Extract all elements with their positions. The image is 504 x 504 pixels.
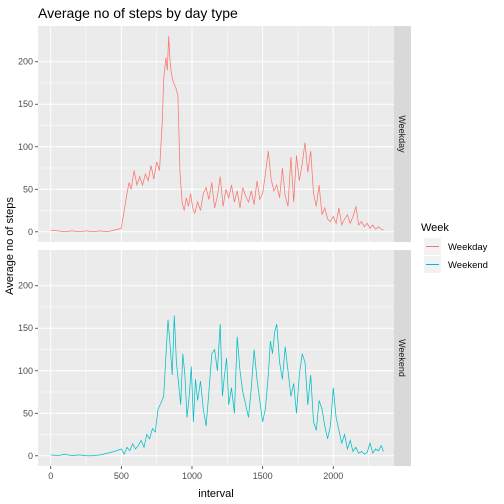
x-tick-label: 1000 xyxy=(182,471,202,481)
x-axis: 0 500 1000 1500 2000 xyxy=(48,466,343,481)
x-tick-label: 1500 xyxy=(253,471,273,481)
y-tick-label: 200 xyxy=(18,281,33,291)
x-axis-title: interval xyxy=(198,488,233,500)
series-line-weekday xyxy=(50,36,384,233)
y-tick-label: 50 xyxy=(23,184,33,194)
y-tick-label: 100 xyxy=(18,142,33,152)
legend-title: Week xyxy=(421,222,449,234)
x-tick-label: 500 xyxy=(114,471,129,481)
y-axis-weekend: 0 50 100 150 200 xyxy=(18,281,38,461)
y-tick-label: 150 xyxy=(18,99,33,109)
y-tick-label: 50 xyxy=(23,408,33,418)
y-axis-title: Average no of steps xyxy=(4,197,16,295)
y-tick-label: 150 xyxy=(18,323,33,333)
series-line-weekend xyxy=(50,315,384,457)
y-axis-weekday: 0 50 100 150 200 xyxy=(18,57,38,237)
panel-background-weekday xyxy=(38,26,394,242)
legend-label-weekday: Weekday xyxy=(448,242,488,253)
strip-label-weekday: Weekday xyxy=(397,115,407,153)
strip-weekday xyxy=(394,26,411,242)
y-tick-label: 200 xyxy=(18,57,33,67)
y-tick-label: 100 xyxy=(18,366,33,376)
panel-weekend: Weekend 0 50 100 150 200 xyxy=(18,250,411,466)
strip-weekend xyxy=(394,250,411,466)
grid-weekend xyxy=(38,250,394,466)
y-tick-label: 0 xyxy=(28,451,33,461)
legend-label-weekend: Weekend xyxy=(448,260,488,271)
chart-title: Average no of steps by day type xyxy=(38,5,238,21)
strip-label-weekend: Weekend xyxy=(397,339,407,377)
x-tick-label: 0 xyxy=(48,471,53,481)
legend: Week Weekday Weekend xyxy=(421,222,488,273)
grid-weekday xyxy=(38,26,394,242)
panel-weekday: Weekday 0 50 100 150 200 xyxy=(18,26,411,242)
x-tick-label: 2000 xyxy=(323,471,343,481)
y-tick-label: 0 xyxy=(28,227,33,237)
